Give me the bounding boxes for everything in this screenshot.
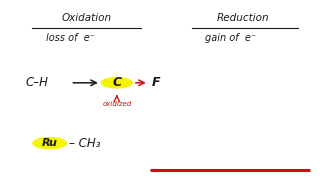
Text: C: C [112,76,121,89]
Text: C–H: C–H [26,76,49,89]
Text: loss of  e⁻: loss of e⁻ [46,33,95,43]
Text: Reduction: Reduction [217,13,269,23]
Text: oxidized: oxidized [102,101,132,107]
Text: Oxidation: Oxidation [61,13,111,23]
Ellipse shape [101,78,132,88]
Text: – CH₃: – CH₃ [69,137,100,150]
Ellipse shape [33,138,66,149]
Text: F: F [152,76,161,89]
Text: Ru: Ru [42,138,58,148]
Text: gain of  e⁻: gain of e⁻ [205,33,256,43]
